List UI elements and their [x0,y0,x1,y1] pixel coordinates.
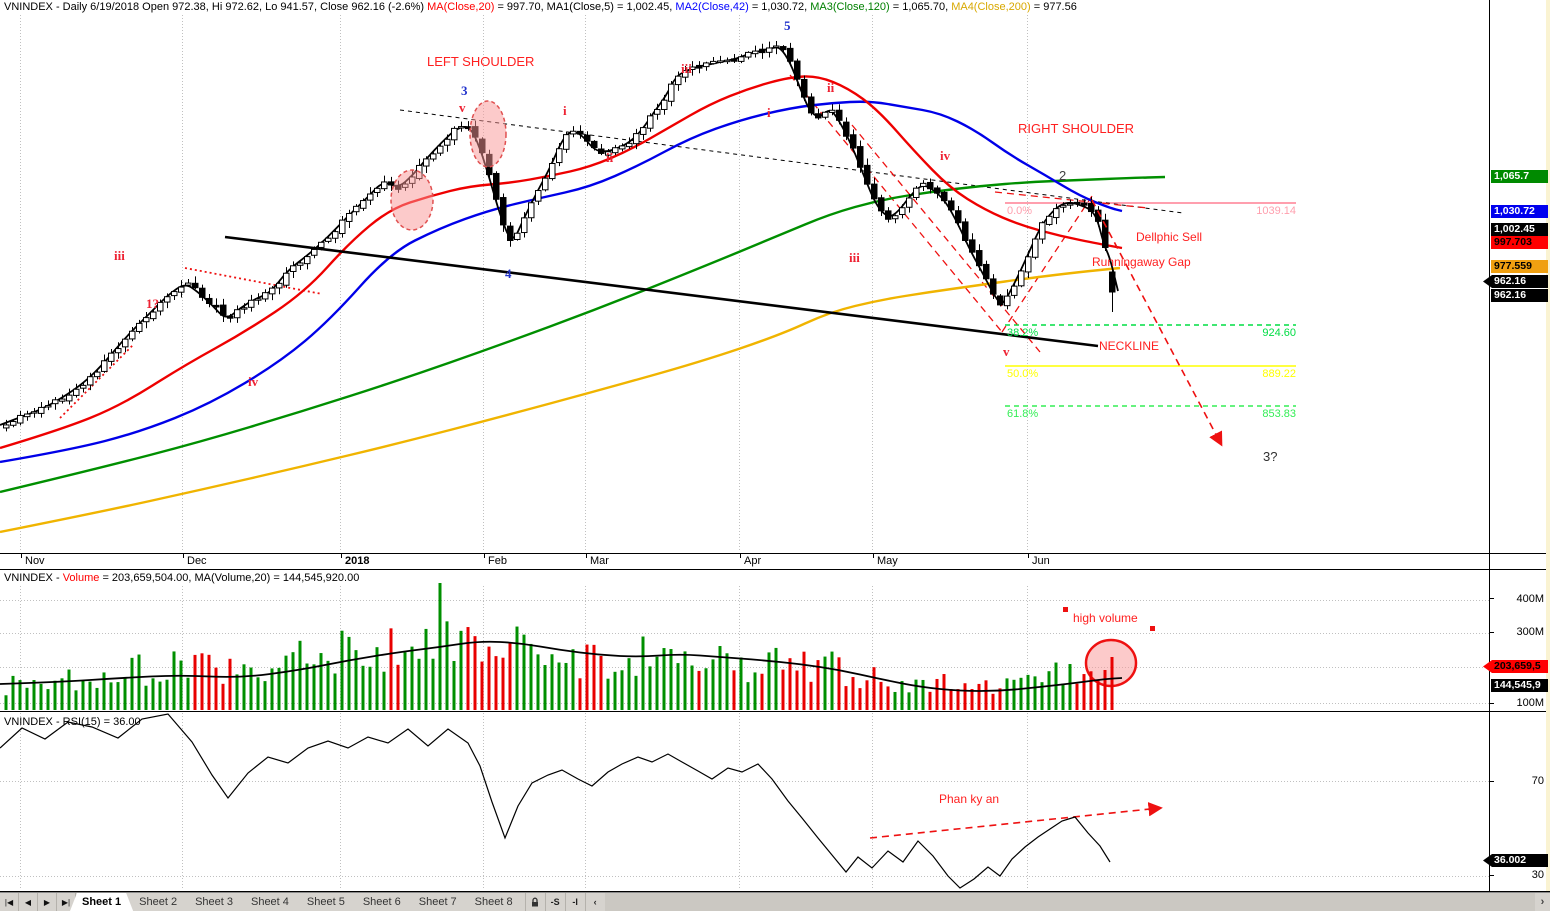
moving-averages [0,46,1166,534]
lock-icon [532,897,539,906]
tab-sheet-8[interactable]: Sheet 8 [463,893,525,911]
rsi-series [0,713,1111,889]
tab-sheet-3[interactable]: Sheet 3 [183,893,245,911]
volume-series [0,583,1123,710]
sheet-nav-button-1[interactable]: ◀ [19,893,38,911]
horizontal-scrollbar-track[interactable] [604,893,1535,911]
sheet-nav-button-2[interactable]: ▶ [38,893,57,911]
rsi-line [0,713,1111,889]
ma5-close-line [0,46,1119,426]
ma20-line [0,75,1123,450]
tab-sheet-4[interactable]: Sheet 4 [239,893,301,911]
tab-sheet-7[interactable]: Sheet 7 [407,893,469,911]
ma120-line [0,175,1166,494]
sheet-tool-button-1[interactable]: -I [564,893,585,911]
trendlines [59,74,1184,419]
neckline [224,235,1099,348]
sheet-tool-button-0[interactable]: -S [544,893,565,911]
tab-sheet-5[interactable]: Sheet 5 [295,893,357,911]
ma200-line [0,266,1121,534]
scroll-right-button[interactable]: › [1535,893,1550,911]
tab-sheet-6[interactable]: Sheet 6 [351,893,413,911]
ma42-line [0,100,1123,464]
lock-button[interactable] [524,893,545,911]
sheet-tab-bar: |◀ ◀ ▶ ▶| Sheet 1 Sheet 2 Sheet 3 Sheet 4 Sheet … [0,892,1550,911]
pane-frame [0,0,1550,892]
fibonacci-lines [1005,202,1296,407]
tab-sheet-2[interactable]: Sheet 2 [127,893,189,911]
candlestick-series [3,40,1116,432]
month-gridlines [0,15,1489,889]
volume-ma-line [0,640,1123,692]
sheet-nav-button-0[interactable]: |◀ [0,893,19,911]
tab-sheet-1[interactable]: Sheet 1 [70,893,133,911]
sheet-tool-button-2[interactable]: ‹ [584,893,605,911]
